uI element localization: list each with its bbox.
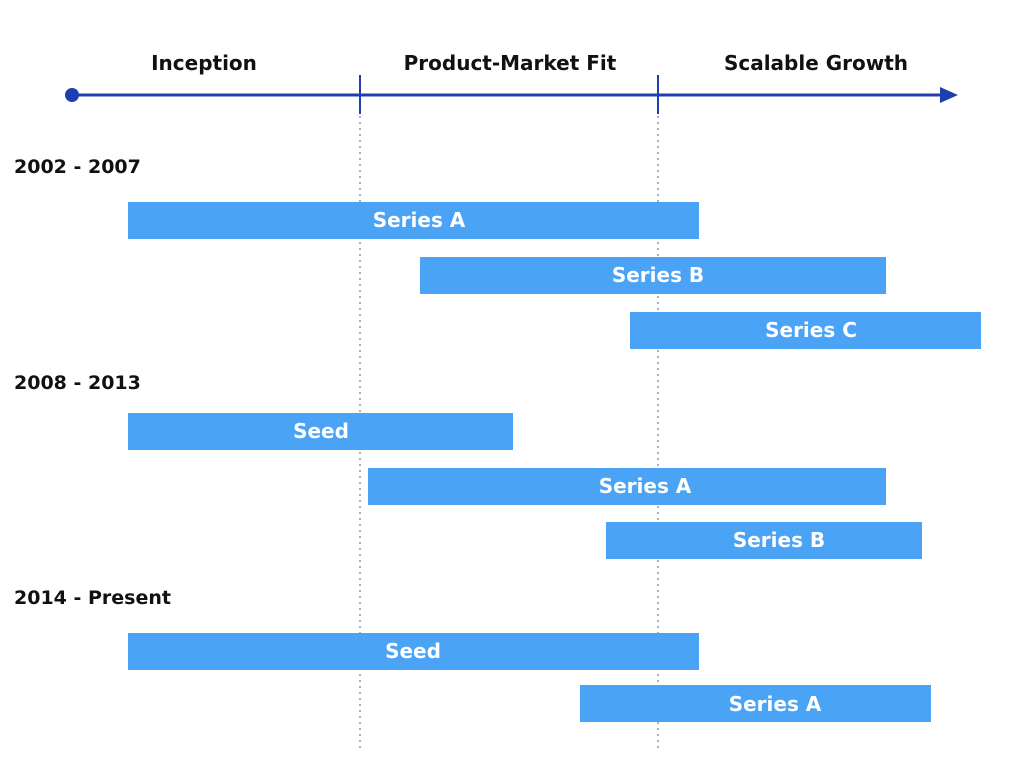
timeline-start-dot <box>65 88 79 102</box>
funding-bar-series-a <box>128 202 699 239</box>
funding-bar-label: Seed <box>385 639 441 663</box>
funding-bar-label: Seed <box>293 419 349 443</box>
phase-label-inception: Inception <box>151 51 257 75</box>
phase-label-scalable-growth: Scalable Growth <box>724 51 908 75</box>
timeline-arrowhead <box>940 87 958 103</box>
funding-bar-series-c <box>630 312 981 349</box>
phase-label-product-market-fit: Product-Market Fit <box>404 51 617 75</box>
era-label-2008-2013: 2008 - 2013 <box>14 372 141 394</box>
funding-bar-seed <box>128 633 699 670</box>
funding-bar-series-a <box>368 468 886 505</box>
era-group-2014-present: 2014 - Present Seed Series A <box>14 587 931 722</box>
funding-bar-series-a <box>580 685 931 722</box>
era-group-2002-2007: 2002 - 2007 Series A Series B Series C <box>14 156 981 349</box>
era-label-2014-present: 2014 - Present <box>14 587 171 609</box>
funding-bar-label: Series A <box>729 692 822 716</box>
timeline-axis <box>65 75 958 114</box>
funding-bar-series-b <box>606 522 922 559</box>
funding-bar-label: Series C <box>765 318 857 342</box>
funding-bar-label: Series A <box>599 474 692 498</box>
era-label-2002-2007: 2002 - 2007 <box>14 156 141 178</box>
funding-bar-label: Series A <box>373 208 466 232</box>
funding-bar-series-b <box>420 257 886 294</box>
funding-bar-seed <box>128 413 513 450</box>
funding-bar-label: Series B <box>733 528 825 552</box>
era-group-2008-2013: 2008 - 2013 Seed Series A Series B <box>14 372 922 559</box>
funding-bar-label: Series B <box>612 263 704 287</box>
